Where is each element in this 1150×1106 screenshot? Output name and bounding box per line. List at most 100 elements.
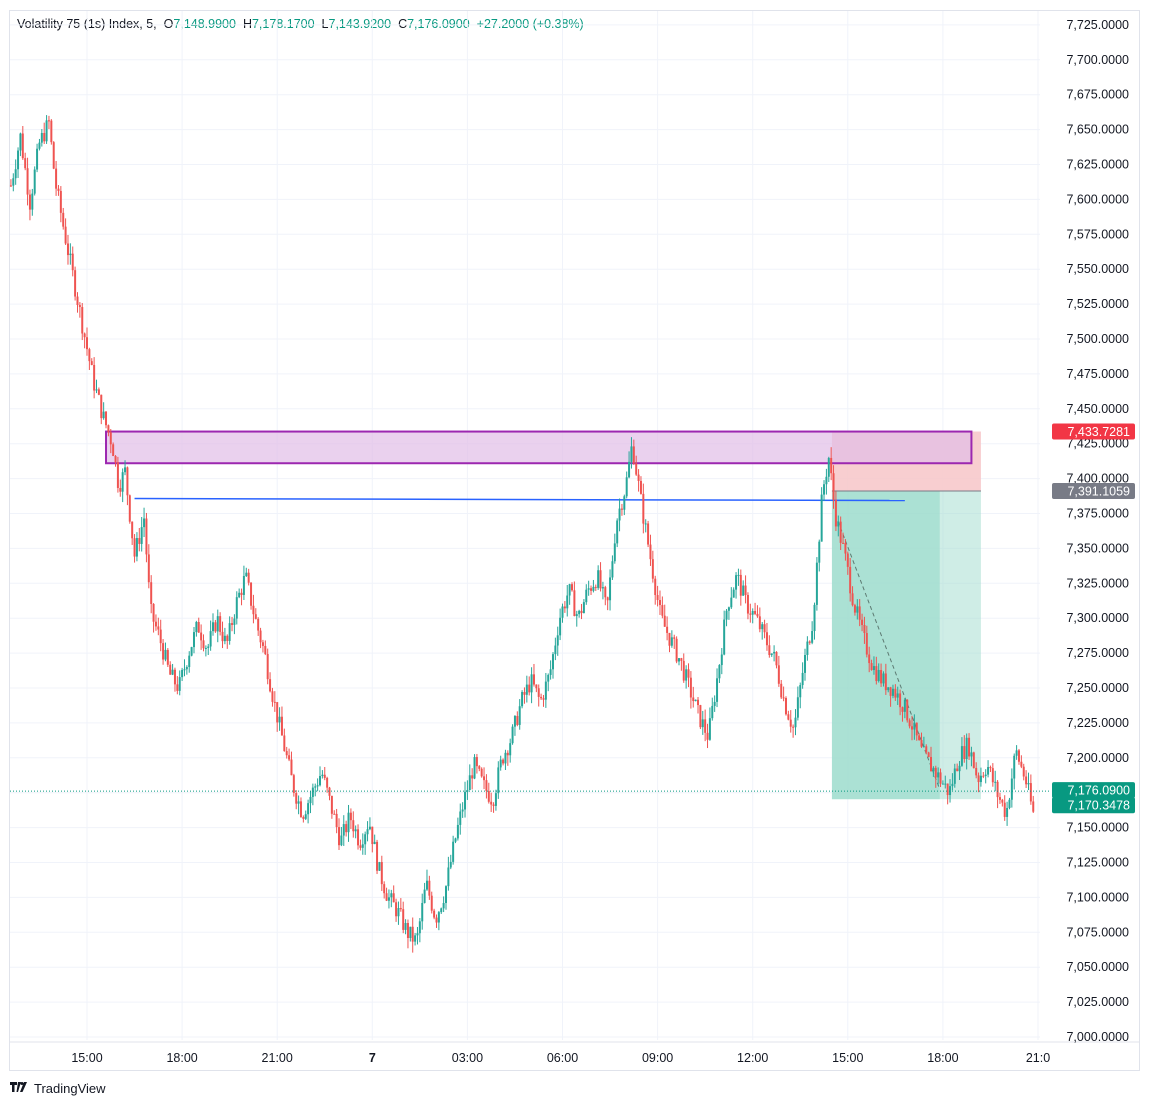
supply-zone-rectangle[interactable] [105, 430, 973, 465]
trade-path-line [837, 520, 941, 790]
candle-body [578, 610, 581, 615]
candle-body [397, 908, 400, 917]
candle-body [642, 493, 645, 524]
candle-body [135, 538, 138, 557]
candle-body [257, 618, 260, 631]
candle-body [839, 521, 842, 543]
price-axis-label: 7,100.0000 [1066, 890, 1129, 904]
candle-body [849, 566, 852, 594]
candle-body [288, 755, 291, 760]
candle-body [858, 606, 861, 620]
candle-body [506, 752, 509, 756]
candle-body [440, 908, 443, 913]
candle-body [266, 654, 269, 680]
candle-body [730, 597, 733, 608]
candle-body [1015, 750, 1018, 756]
candle-body [768, 645, 771, 656]
candle-body [587, 588, 590, 590]
candle-body [492, 804, 495, 806]
candle-body [687, 669, 690, 678]
candle-body [181, 669, 184, 678]
trend-line[interactable] [134, 497, 905, 502]
price-axis-label: 7,325.0000 [1066, 576, 1129, 590]
candle-body [518, 706, 521, 725]
price-tag-entry [1052, 483, 1135, 500]
candle-body [88, 349, 91, 362]
candle-body [437, 912, 440, 923]
candle-body [899, 693, 902, 708]
candle-body [863, 625, 866, 633]
candle-body [960, 746, 963, 766]
candle-body [996, 781, 999, 798]
candle-body [83, 333, 86, 338]
candle-body [804, 654, 807, 673]
candle-body [423, 889, 426, 903]
candle-body [1010, 778, 1013, 800]
candle-body [421, 902, 424, 922]
candle-body [913, 722, 916, 730]
candle-body [635, 463, 638, 475]
candle-body [195, 622, 198, 633]
candle-body [152, 603, 155, 622]
candle-body [941, 783, 944, 785]
candle-body [102, 411, 105, 419]
candle-body [261, 642, 264, 646]
candle-body [975, 767, 978, 776]
candle-body [754, 611, 757, 614]
candle-body [38, 142, 41, 149]
price-axis-label: 7,350.0000 [1066, 541, 1129, 555]
candle-body [692, 697, 695, 702]
brand-name[interactable]: TradingView [34, 1081, 106, 1096]
price-axis-label: 7,600.0000 [1066, 192, 1129, 206]
candle-body [716, 678, 719, 702]
candle-body [459, 811, 462, 825]
candle-body [737, 574, 740, 576]
candle-body [478, 766, 481, 769]
candle-body [333, 813, 336, 815]
candle-body [292, 775, 295, 794]
candle-body [604, 587, 607, 598]
candle-body [166, 649, 169, 665]
candle-body [226, 635, 229, 641]
candle-body [1003, 802, 1006, 817]
candle-body [318, 776, 321, 786]
candle-body [818, 541, 821, 563]
candle-body [349, 812, 352, 821]
candle-body [994, 781, 997, 783]
candle-body [1025, 776, 1028, 785]
price-tag-target-label: 7,170.3478 [1067, 799, 1130, 813]
candle-body [880, 669, 883, 684]
candle-body [808, 641, 811, 643]
candle-body [254, 614, 257, 619]
candle-body [882, 673, 885, 684]
candle-body [157, 626, 160, 630]
candle-body [697, 699, 700, 706]
candle-body [599, 570, 602, 589]
candle-body [278, 716, 281, 723]
time-axis-label: 09:00 [642, 1051, 673, 1065]
price-axis-label: 7,700.0000 [1066, 53, 1129, 67]
candle-body [951, 783, 954, 787]
candle-body [571, 584, 574, 591]
candle-body [625, 477, 628, 497]
candle-body [159, 629, 162, 644]
candle-body [112, 444, 115, 457]
candle-body [321, 774, 324, 777]
candle-body [853, 605, 856, 613]
candle-body [556, 635, 559, 646]
price-tag-target [1052, 797, 1135, 814]
candle-body [889, 687, 892, 696]
candle-body [487, 790, 490, 802]
candle-body [95, 389, 98, 391]
candle-body [299, 801, 302, 818]
candle-body [559, 617, 562, 636]
candle-body [1022, 766, 1025, 777]
time-axis-label: 21:00 [262, 1051, 293, 1065]
candle-body [884, 673, 887, 691]
candle-body [979, 775, 982, 783]
candle-body [456, 824, 459, 839]
candle-body [528, 684, 531, 693]
candle-body [1032, 801, 1035, 812]
price-axis-label: 7,400.0000 [1066, 472, 1129, 486]
